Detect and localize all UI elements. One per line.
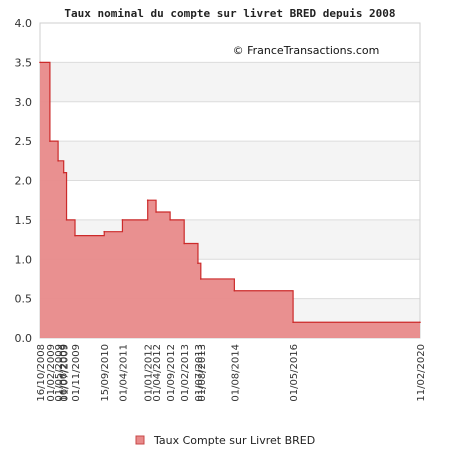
y-tick-label: 3.0 bbox=[15, 96, 33, 109]
series-point bbox=[155, 211, 157, 213]
x-tick-label: 01/02/2009 bbox=[46, 344, 57, 402]
x-tick-label: 16/10/2008 bbox=[36, 344, 47, 402]
x-tick-label: 01/05/2009 bbox=[54, 344, 65, 402]
series-line bbox=[40, 61, 420, 323]
x-tick-label: 01/07/2013 bbox=[194, 344, 205, 402]
series-point bbox=[197, 262, 199, 264]
grid-band bbox=[40, 23, 420, 63]
x-axis: 16/10/200801/02/200901/05/200916/06/2009… bbox=[36, 344, 427, 402]
grid-band bbox=[40, 62, 420, 102]
series-point bbox=[49, 140, 51, 142]
x-tick-label: 15/09/2010 bbox=[100, 344, 111, 402]
plot-area bbox=[39, 61, 421, 338]
series-point bbox=[121, 219, 124, 221]
chart-title: Taux nominal du compte sur livret BRED d… bbox=[64, 7, 395, 20]
series-point bbox=[39, 61, 41, 64]
series-point bbox=[169, 219, 171, 221]
grid-band bbox=[40, 141, 420, 181]
x-tick-label: 16/06/2009 bbox=[58, 344, 69, 402]
series-point bbox=[57, 160, 59, 162]
x-tick-label: 11/02/2020 bbox=[416, 344, 427, 402]
x-tick-label: 01/01/2012 bbox=[144, 344, 155, 402]
x-tick-label: 01/11/2009 bbox=[71, 344, 82, 402]
series-point bbox=[65, 219, 68, 221]
series-point bbox=[62, 171, 65, 174]
series-point bbox=[183, 242, 185, 245]
grid-band bbox=[40, 101, 420, 142]
copyright-annotation: © FranceTransactions.com bbox=[233, 44, 380, 57]
y-tick-label: 3.5 bbox=[15, 56, 33, 69]
plot-background bbox=[39, 22, 421, 339]
grid-band bbox=[40, 180, 420, 220]
y-tick-label: 4.0 bbox=[15, 17, 33, 30]
series-point bbox=[292, 321, 294, 324]
y-axis: 0.0 0.5 1.0 1.5 2.0 2.5 3.0 3.5 4.0 bbox=[15, 17, 33, 345]
x-tick-label: 01/08/2013 bbox=[197, 344, 208, 402]
y-tick-label: 0.5 bbox=[15, 293, 33, 306]
legend-swatch bbox=[135, 435, 145, 445]
y-tick-label: 1.0 bbox=[15, 253, 33, 266]
x-tick-label: 01/08/2014 bbox=[230, 344, 241, 402]
x-tick-label: 01/04/2011 bbox=[118, 344, 129, 402]
x-tick-label: 01/07/2009 bbox=[60, 344, 71, 402]
x-tick-label: 01/02/2013 bbox=[180, 344, 191, 402]
x-tick-label: 01/05/2016 bbox=[289, 344, 300, 402]
series-point bbox=[233, 289, 236, 292]
legend-label: Taux Compte sur Livret BRED bbox=[153, 434, 315, 447]
series-point bbox=[146, 199, 149, 201]
series-point bbox=[419, 321, 421, 324]
series-point bbox=[74, 234, 76, 237]
x-tick-label: 01/04/2012 bbox=[152, 344, 163, 402]
series-point bbox=[103, 230, 106, 233]
y-tick-label: 2.5 bbox=[15, 135, 33, 148]
series-point bbox=[200, 278, 202, 280]
y-tick-label: 2.0 bbox=[15, 175, 33, 188]
y-tick-label: 1.5 bbox=[15, 214, 33, 227]
y-tick-label: 0.0 bbox=[15, 332, 33, 345]
series-area bbox=[40, 62, 420, 338]
x-tick-label: 01/09/2012 bbox=[166, 344, 177, 402]
